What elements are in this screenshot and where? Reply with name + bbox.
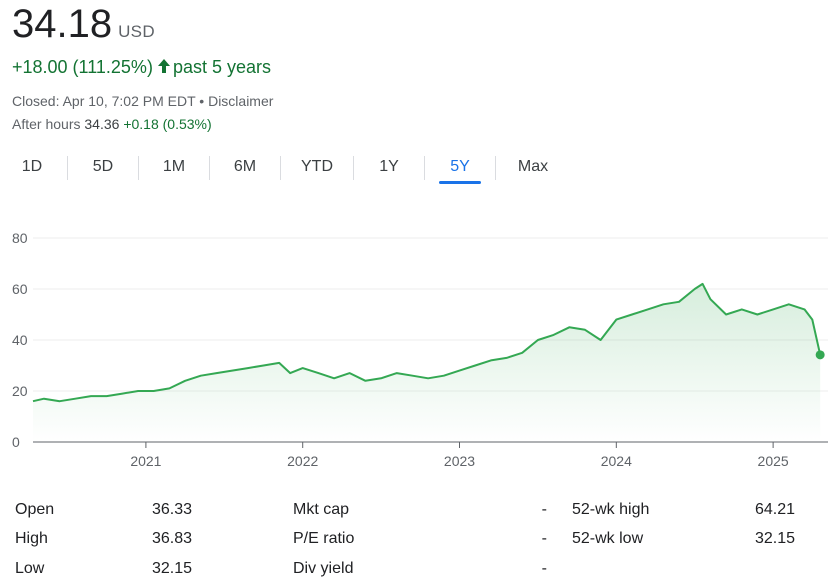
tab-max[interactable]: Max	[517, 158, 549, 175]
chart-line	[32, 282, 822, 403]
tab-1m[interactable]: 1M	[162, 158, 186, 175]
y-tick-label: 40	[12, 332, 28, 348]
chart-area	[33, 283, 821, 442]
stock-price: 34.18 USD	[12, 0, 155, 56]
tab-divider	[495, 156, 496, 180]
stat-value: 32.15	[151, 560, 192, 577]
tab-1d[interactable]: 1D	[21, 158, 43, 175]
price-chart[interactable]: 0 20 40 60 80 2021 2022 2023 2024 2025	[0, 222, 832, 472]
y-tick-label: 20	[12, 383, 28, 399]
stat-value: 32.15	[754, 530, 795, 547]
tab-5d[interactable]: 5D	[92, 158, 114, 175]
after-hours: After hours 34.36 +0.18 (0.53%)	[12, 115, 212, 133]
tab-divider	[280, 156, 281, 180]
after-hours-price: 34.36	[84, 116, 120, 132]
y-tick-label: 60	[12, 281, 28, 297]
separator-dot: •	[195, 93, 209, 109]
change-value: +18.00 (111.25%)	[12, 57, 153, 77]
stat-label: 52-wk high	[572, 501, 650, 518]
x-tick-label: 2022	[287, 453, 318, 469]
stat-label: 52-wk low	[572, 530, 644, 547]
x-tick-label: 2025	[758, 453, 789, 469]
stat-label: Low	[15, 560, 45, 577]
stat-value: 64.21	[754, 501, 795, 518]
closed-text: Closed: Apr 10, 7:02 PM EDT	[12, 93, 196, 109]
stat-value: -	[541, 501, 547, 518]
currency-label: USD	[118, 22, 155, 41]
stat-label: Div yield	[293, 560, 354, 577]
tab-divider	[353, 156, 354, 180]
tab-divider	[138, 156, 139, 180]
y-tick-label: 0	[12, 434, 20, 450]
x-tick-label: 2024	[601, 453, 632, 469]
tab-divider	[67, 156, 68, 180]
tab-divider	[209, 156, 210, 180]
arrow-up-icon	[157, 56, 171, 73]
stat-label: Mkt cap	[293, 501, 350, 518]
tab-ytd[interactable]: YTD	[301, 158, 333, 175]
tab-5y[interactable]: 5Y	[439, 152, 481, 184]
tab-divider	[424, 156, 425, 180]
range-tabs: 1D 5D 1M 6M YTD 1Y 5Y Max	[0, 152, 600, 184]
tab-1y[interactable]: 1Y	[379, 158, 399, 175]
disclaimer-link[interactable]: Disclaimer	[208, 93, 274, 109]
stat-value: 36.33	[151, 501, 192, 518]
stat-value: 36.83	[151, 530, 192, 547]
x-tick-label: 2023	[444, 453, 475, 469]
after-hours-change: +0.18 (0.53%)	[123, 116, 212, 132]
stat-label: Open	[15, 501, 55, 518]
y-tick-label: 80	[12, 230, 28, 246]
last-price-dot	[815, 350, 825, 360]
after-hours-label: After hours	[12, 116, 81, 132]
stat-value: -	[541, 560, 547, 577]
x-tick-label: 2021	[130, 453, 161, 469]
stat-label: P/E ratio	[293, 530, 355, 547]
tab-6m[interactable]: 6M	[233, 158, 257, 175]
price-change: +18.00 (111.25%) past 5 years	[12, 55, 271, 79]
stat-label: High	[15, 530, 48, 547]
stat-value: -	[541, 530, 547, 547]
market-status: Closed: Apr 10, 7:02 PM EDT • Disclaimer	[12, 92, 273, 110]
price-value: 34.18	[12, 2, 113, 46]
change-period: past 5 years	[172, 57, 271, 77]
